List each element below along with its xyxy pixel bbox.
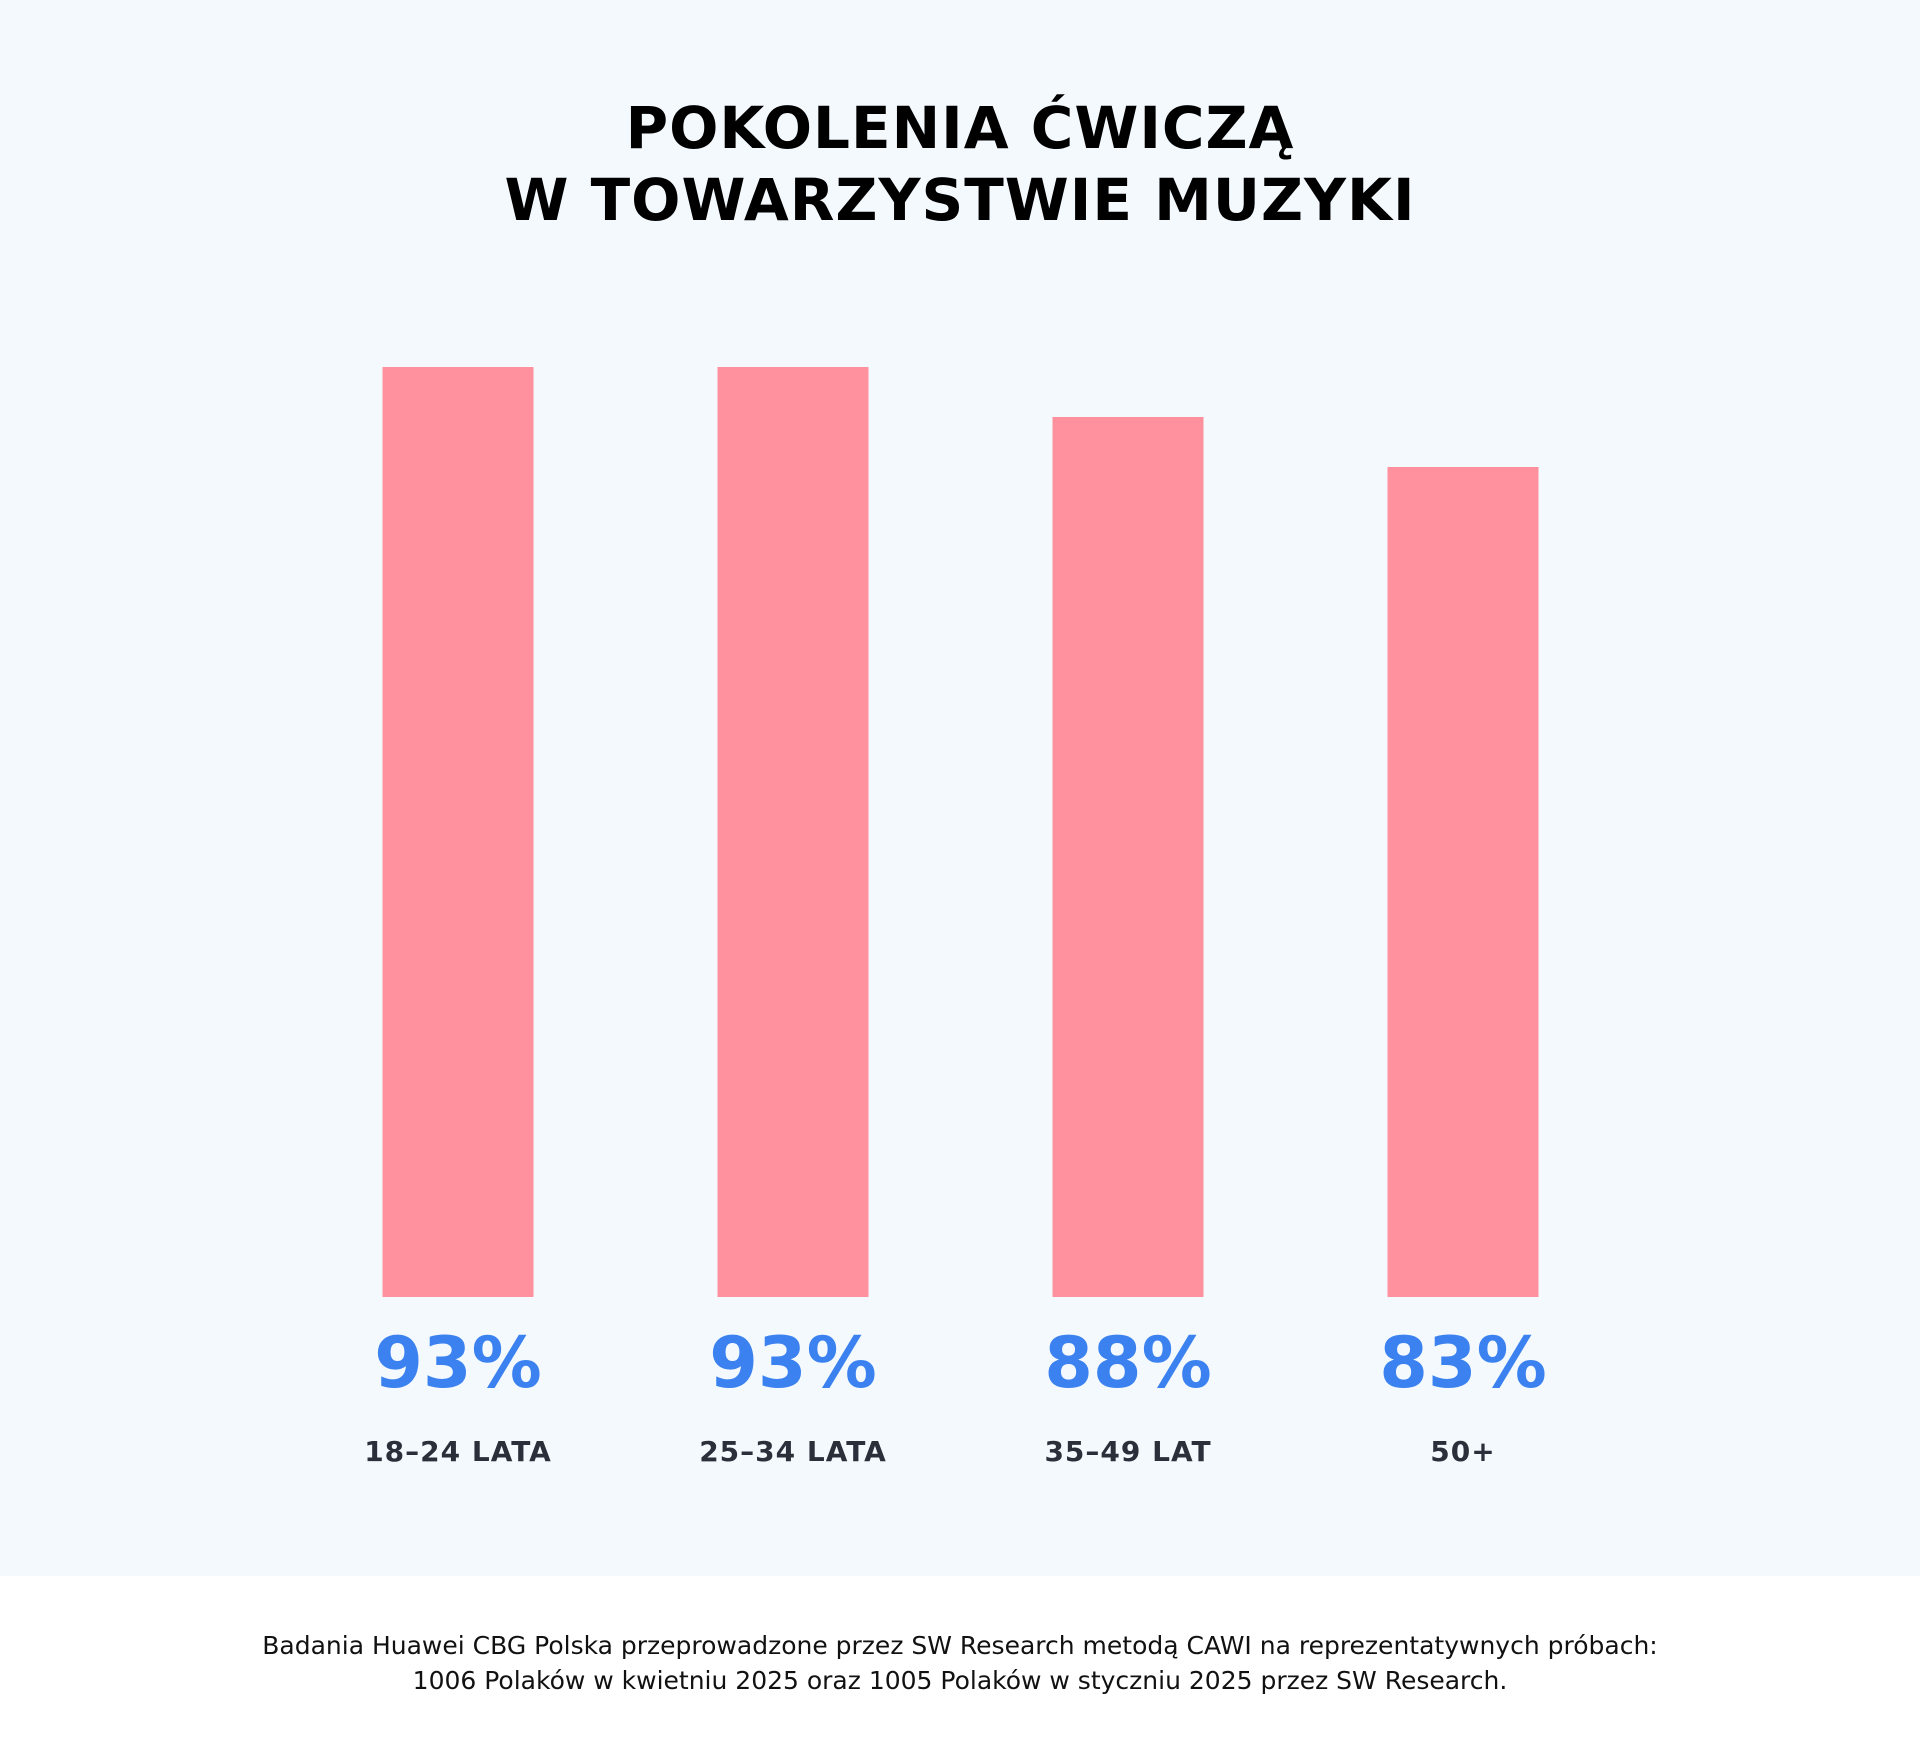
category-label-2: 25–34 LATA	[699, 1435, 887, 1468]
category-label-4: 50+	[1430, 1435, 1495, 1468]
value-label-2: 93%	[709, 1322, 877, 1404]
bar-chart: 93% 18–24 LATA 93% 25–34 LATA 88% 35–49 LAT 83…	[364, 367, 1547, 1468]
value-label-3: 88%	[1044, 1322, 1212, 1404]
value-label-4: 83%	[1379, 1322, 1547, 1404]
source-note-line-2: 1006 Polaków w kwietniu 2025 oraz 1005 P…	[412, 1666, 1508, 1695]
category-label-1: 18–24 LATA	[364, 1435, 552, 1468]
category-label-3: 35–49 LAT	[1044, 1435, 1211, 1468]
value-label-1: 93%	[374, 1322, 542, 1404]
chart-title: POKOLENIA ĆWICZĄ W TOWARZYSTWIE MUZYKI	[0, 92, 1920, 236]
bar-1	[382, 367, 534, 1297]
bar-3	[1052, 417, 1204, 1297]
chart-title-line-1: POKOLENIA ĆWICZĄ	[625, 94, 1295, 162]
chart-title-line-2: W TOWARZYSTWIE MUZYKI	[504, 166, 1416, 234]
bar-4	[1387, 467, 1539, 1297]
source-note-line-1: Badania Huawei CBG Polska przeprowadzone…	[262, 1631, 1658, 1660]
chart-panel	[0, 0, 1920, 1576]
bar-2	[717, 367, 869, 1297]
source-note: Badania Huawei CBG Polska przeprowadzone…	[0, 1628, 1920, 1698]
